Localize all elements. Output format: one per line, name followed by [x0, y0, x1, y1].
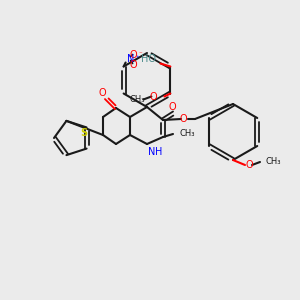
Text: S: S [80, 128, 87, 138]
Text: O: O [179, 114, 187, 124]
Text: CH₃: CH₃ [266, 158, 281, 166]
Text: HO: HO [141, 55, 156, 64]
Text: H: H [155, 147, 163, 157]
Text: O: O [130, 50, 137, 59]
Text: CH₃: CH₃ [179, 130, 194, 139]
Text: ⁻: ⁻ [139, 52, 142, 58]
Text: O: O [245, 160, 253, 170]
Text: N: N [127, 55, 134, 64]
Text: ⁺: ⁺ [136, 56, 140, 62]
Text: O: O [150, 92, 157, 101]
Text: O: O [130, 61, 137, 70]
Text: O: O [98, 88, 106, 98]
Text: O: O [168, 102, 176, 112]
Text: N: N [148, 147, 156, 157]
Text: CH₃: CH₃ [130, 95, 145, 104]
